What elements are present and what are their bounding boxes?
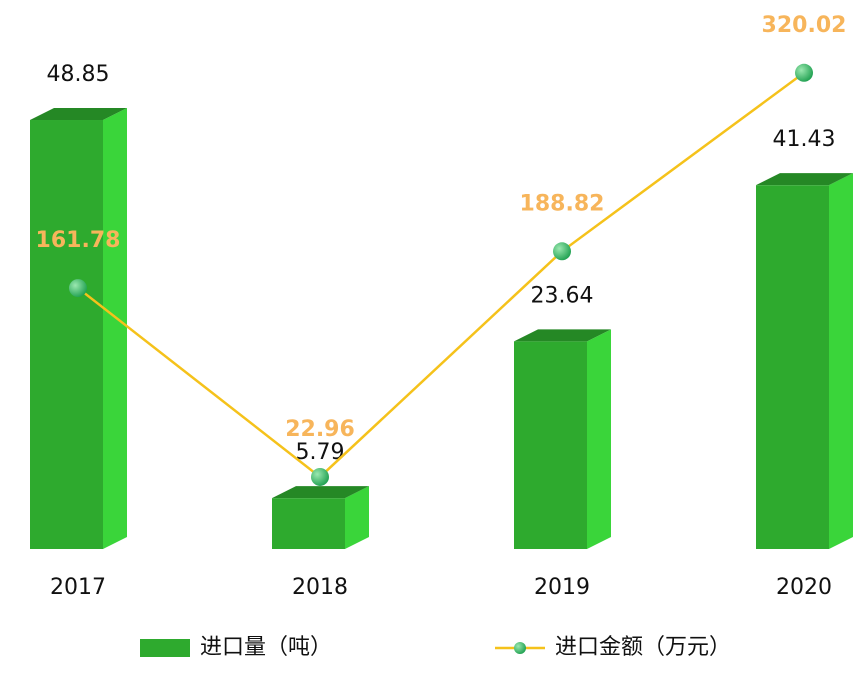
bar-side	[103, 108, 127, 549]
bar-value-label: 23.64	[531, 283, 594, 308]
line-point	[553, 242, 571, 261]
bar	[514, 341, 587, 549]
bar-top	[30, 108, 127, 121]
line-value-label: 161.78	[36, 228, 121, 253]
x-tick-label: 2017	[50, 575, 106, 600]
bar	[756, 185, 829, 550]
bar-side	[829, 173, 853, 550]
x-tick-label: 2018	[292, 575, 348, 600]
legend-label: 进口量（吨）	[200, 635, 332, 660]
line	[77, 71, 805, 479]
bar-top	[514, 329, 611, 342]
legend-swatch	[140, 639, 190, 657]
bar-top	[272, 486, 369, 499]
bar-value-label: 41.43	[773, 127, 836, 152]
legend-label: 进口金额（万元）	[555, 635, 731, 660]
bar-top	[756, 173, 853, 186]
line-value-label: 188.82	[520, 191, 605, 216]
line-point	[795, 63, 813, 82]
bar-side	[587, 329, 611, 549]
x-tick-label: 2020	[776, 575, 832, 600]
line-value-label: 320.02	[762, 13, 847, 38]
x-tick-label: 2019	[534, 575, 590, 600]
line-point	[69, 279, 87, 298]
bar	[30, 120, 103, 549]
bar	[272, 498, 345, 549]
bar-value-label: 48.85	[47, 62, 110, 87]
line-value-label: 22.96	[285, 417, 355, 442]
legend-swatch	[514, 642, 526, 654]
line-point	[311, 467, 329, 486]
bar-side	[345, 486, 369, 549]
